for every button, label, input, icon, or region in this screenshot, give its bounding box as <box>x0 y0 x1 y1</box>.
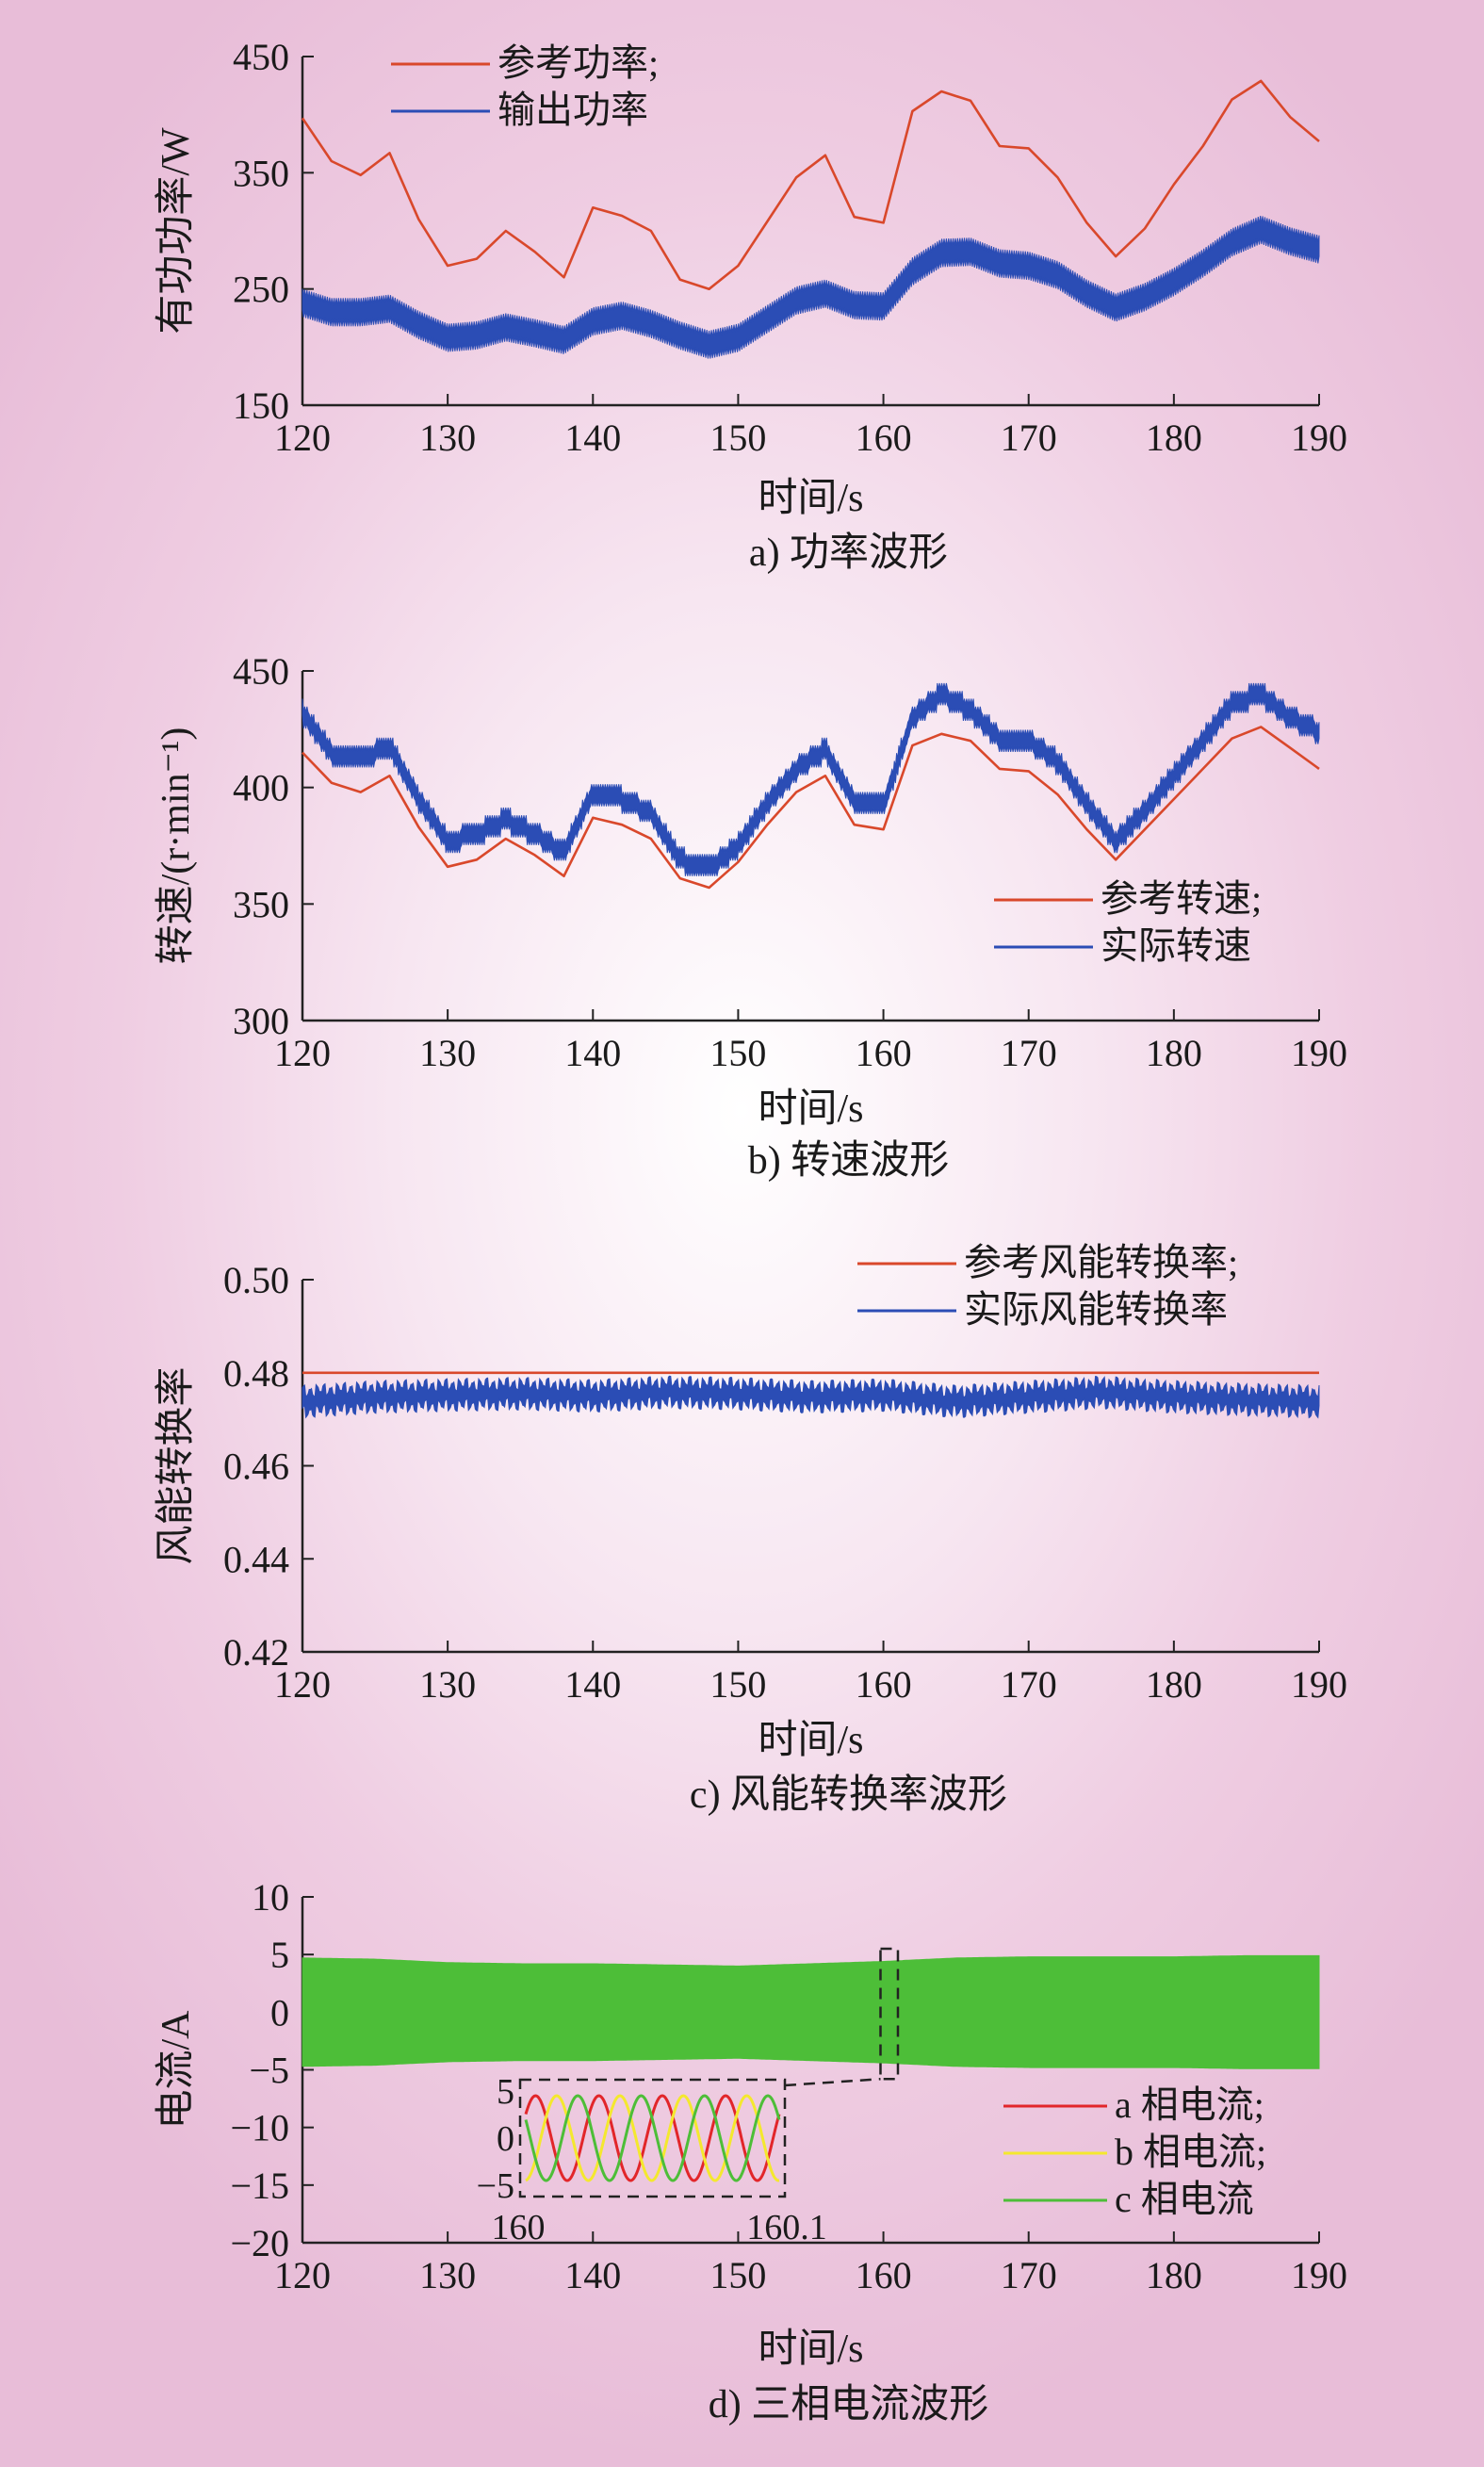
x-tick-label: 150 <box>709 1032 766 1074</box>
legend-label: c 相电流 <box>1115 2178 1254 2220</box>
inset-y-tick-label: 5 <box>497 2072 514 2112</box>
zoom-connector <box>784 2078 881 2087</box>
legend-label: 输出功率 <box>497 89 648 131</box>
x-tick-label: 130 <box>419 2254 476 2296</box>
x-tick-label: 140 <box>564 1663 621 1706</box>
x-tick-label: 190 <box>1291 417 1347 459</box>
y-tick-label: −5 <box>249 2050 289 2092</box>
x-tick-label: 130 <box>419 1663 476 1706</box>
x-tick-label: 150 <box>709 2254 766 2296</box>
y-tick-label: 450 <box>233 650 289 693</box>
inset-y-tick-label: −5 <box>477 2166 514 2206</box>
x-tick-label: 150 <box>709 1663 766 1706</box>
panel-caption: c) 风能转换率波形 <box>690 1773 1007 1817</box>
x-tick-label: 140 <box>564 1032 621 1074</box>
reference-line <box>301 79 1320 291</box>
y-tick-label: 5 <box>270 1934 289 1976</box>
y-tick-label: 350 <box>233 152 289 194</box>
inset-box <box>518 2078 787 2198</box>
legend-label: 参考功率; <box>497 41 659 84</box>
y-tick-label: −15 <box>230 2165 289 2207</box>
x-axis-label: 时间/s <box>758 1719 863 1762</box>
legend-label: 参考转速; <box>1101 877 1262 920</box>
current-envelope <box>302 1954 1320 2069</box>
x-tick-label: 180 <box>1146 1032 1202 1074</box>
y-axis-label: 风能转换率 <box>154 1366 198 1564</box>
reference-line <box>302 726 1320 890</box>
y-tick-label: 10 <box>252 1876 289 1919</box>
x-tick-label: 120 <box>274 2254 331 2296</box>
panel-power: 120 130 140 150 160 170 180 190 150 250 350 450 时间/s… <box>154 36 1347 575</box>
inset-y-tick-label: 0 <box>497 2119 514 2159</box>
x-tick-label: 190 <box>1291 1663 1347 1706</box>
y-tick-label: −20 <box>230 2222 289 2264</box>
y-axis-label: 电流/A <box>155 2010 198 2130</box>
y-tick-label: −10 <box>230 2107 289 2149</box>
panel-three-phase-current: 120 130 140 150 160 170 180 190 −20 −15 −10 −5 0 5 10 时… <box>155 1876 1347 2426</box>
panel-conversion-rate: 120 130 140 150 160 170 180 190 0.42 0.44 0.46 0.48… <box>154 1241 1347 1817</box>
x-tick-label: 160 <box>856 417 912 459</box>
x-tick-label: 180 <box>1146 1663 1202 1706</box>
x-axis-label: 时间/s <box>758 1087 863 1131</box>
actual-series-band <box>302 216 1320 359</box>
x-tick-label: 160 <box>856 2254 912 2296</box>
y-axis-label: 有功功率/W <box>154 127 198 335</box>
x-tick-label: 170 <box>1001 417 1057 459</box>
x-tick-label: 190 <box>1291 1032 1347 1074</box>
legend-label: b 相电流; <box>1115 2131 1266 2173</box>
x-tick-label: 170 <box>1001 1663 1057 1706</box>
y-tick-label: 0.44 <box>223 1538 289 1580</box>
x-tick-label: 160 <box>856 1032 912 1074</box>
y-tick-label: 0.42 <box>223 1631 289 1674</box>
y-tick-label: 150 <box>233 384 289 427</box>
y-tick-label: 250 <box>233 269 289 311</box>
x-tick-label: 130 <box>419 417 476 459</box>
legend-label: 参考风能转换率; <box>964 1241 1238 1283</box>
panel-caption: d) 三相电流波形 <box>709 2383 989 2426</box>
legend-label: 实际风能转换率 <box>964 1288 1228 1331</box>
x-tick-label: 120 <box>274 1032 331 1074</box>
inset-phase-wave <box>524 2094 781 2182</box>
inset-x-tick-label: 160 <box>492 2208 546 2247</box>
legend-label: a 相电流; <box>1115 2083 1264 2126</box>
x-axis-label: 时间/s <box>758 477 863 520</box>
zoom-region-box <box>879 1947 900 2081</box>
x-tick-label: 140 <box>564 417 621 459</box>
x-tick-label: 190 <box>1291 2254 1347 2296</box>
x-tick-label: 180 <box>1146 417 1202 459</box>
y-tick-label: 350 <box>233 883 289 925</box>
x-tick-label: 180 <box>1146 2254 1202 2296</box>
legend-label: 实际转速 <box>1101 924 1251 967</box>
panel-caption: b) 转速波形 <box>748 1139 950 1183</box>
x-tick-label: 170 <box>1001 2254 1057 2296</box>
x-tick-label: 160 <box>856 1663 912 1706</box>
x-tick-label: 170 <box>1001 1032 1057 1074</box>
x-tick-label: 120 <box>274 417 331 459</box>
y-tick-label: 0.50 <box>223 1259 289 1301</box>
x-tick-label: 150 <box>709 417 766 459</box>
panel-caption: a) 功率波形 <box>749 531 948 575</box>
y-tick-label: 400 <box>233 767 289 809</box>
inset-phase-wave <box>525 2094 780 2182</box>
y-tick-label: 300 <box>233 1000 289 1042</box>
x-tick-label: 120 <box>274 1663 331 1706</box>
actual-series-band <box>302 1375 1320 1419</box>
x-axis-label: 时间/s <box>758 2328 863 2371</box>
inset-x-tick-label: 160.1 <box>746 2208 827 2247</box>
panel-speed: 120 130 140 150 160 170 180 190 300 350 400 450 时间/s… <box>155 650 1347 1183</box>
y-tick-label: 0.48 <box>223 1352 289 1395</box>
y-axis-label: 转速/(r·min⁻¹) <box>155 727 198 965</box>
inset-phase-wave <box>524 2094 781 2182</box>
actual-series-band <box>302 682 1320 876</box>
y-tick-label: 450 <box>233 36 289 78</box>
y-tick-label: 0 <box>270 1991 289 2034</box>
x-tick-label: 130 <box>419 1032 476 1074</box>
x-tick-label: 140 <box>564 2254 621 2296</box>
y-tick-label: 0.46 <box>223 1446 289 1488</box>
